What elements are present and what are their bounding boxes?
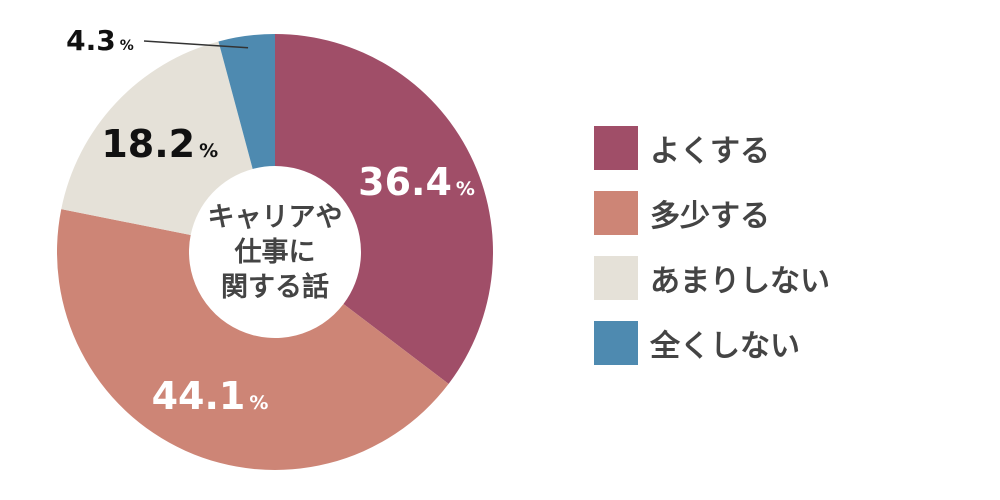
legend-label: よくする (650, 134, 770, 169)
center-label-line-2: 仕事に (234, 237, 316, 268)
slice-yoku-suru (275, 34, 493, 384)
legend-swatch (594, 321, 638, 365)
center-label-line-1: キャリアや (208, 202, 343, 233)
center-label-line-3: 関する話 (221, 271, 329, 303)
legend-item-amari-shinai: あまりしない (594, 254, 924, 302)
donut-slices (57, 34, 493, 470)
leader-line-mattaku-shinai (143, 40, 249, 49)
leader-lines (143, 40, 249, 49)
legend-swatch (594, 126, 638, 170)
slice-labels: 36.4 % 44.1 % 18.2 % 4.3% (66, 24, 475, 418)
slice-label-mattaku-shinai: 4.3% (66, 24, 134, 57)
legend-swatch (594, 191, 638, 235)
legend-item-yoku-suru: よくする (594, 124, 924, 172)
slice-tashou-suru (57, 209, 449, 470)
slice-label-amari-shinai: 18.2% (101, 122, 218, 166)
legend-label: 全くしない (650, 329, 800, 364)
slice-label-tashou-suru: 44.1% (152, 374, 269, 418)
legend-item-tashou-suru: 多少する (594, 189, 924, 237)
legend: よくする 多少する あまりしない 全くしない (594, 124, 924, 384)
slice-label-yoku-suru: 36.4% (358, 160, 475, 204)
legend-label: 多少する (650, 199, 770, 234)
legend-item-mattaku-shinai: 全くしない (594, 319, 924, 367)
center-label: キャリアや 仕事に 関する話 (208, 202, 343, 303)
legend-label: あまりしない (650, 264, 830, 299)
slice-amari-shinai (61, 41, 253, 236)
legend-swatch (594, 256, 638, 300)
slice-mattaku-shinai (218, 34, 275, 169)
